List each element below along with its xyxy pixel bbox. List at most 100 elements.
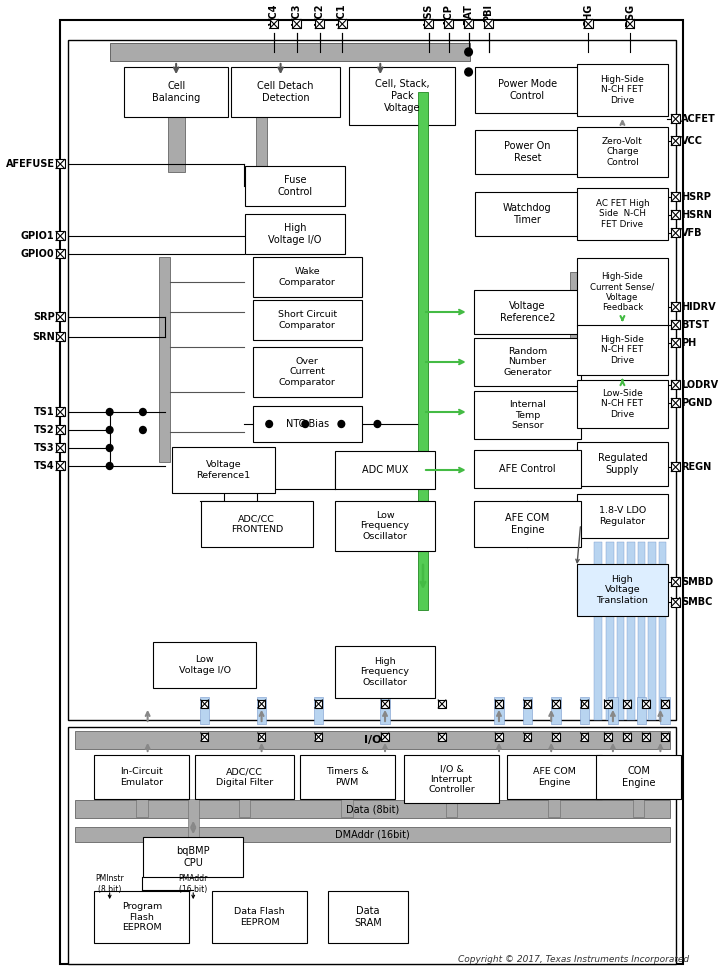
Bar — [404, 755, 499, 803]
Circle shape — [266, 421, 272, 428]
Bar — [659, 542, 666, 720]
Text: ADC/CC
Digital Filter: ADC/CC Digital Filter — [216, 767, 273, 786]
Bar — [258, 733, 266, 741]
Text: ACFET: ACFET — [681, 114, 716, 124]
Text: I/O &
Interrupt
Controller: I/O & Interrupt Controller — [428, 764, 475, 794]
Bar — [581, 700, 588, 708]
Bar — [464, 19, 473, 28]
Text: ACP: ACP — [444, 4, 454, 26]
Bar — [124, 67, 228, 117]
Bar — [577, 325, 668, 375]
Bar — [201, 501, 313, 547]
Bar — [474, 290, 581, 334]
Text: Data
SRAM: Data SRAM — [354, 906, 382, 928]
Circle shape — [465, 68, 472, 76]
Circle shape — [374, 421, 381, 428]
Text: AFE Control: AFE Control — [499, 464, 556, 474]
Text: HIDRV: HIDRV — [681, 302, 716, 312]
Bar — [438, 700, 446, 708]
Bar — [195, 755, 295, 799]
Text: Zero-Volt
Charge
Control: Zero-Volt Charge Control — [602, 137, 643, 167]
Bar — [245, 166, 345, 206]
Bar — [577, 494, 668, 538]
Bar — [584, 19, 592, 28]
Text: VC2: VC2 — [314, 4, 324, 25]
Text: TS4: TS4 — [34, 461, 54, 471]
Bar — [594, 542, 602, 720]
Bar — [292, 19, 301, 28]
Bar — [494, 697, 504, 724]
Bar — [495, 733, 502, 741]
Bar — [212, 891, 307, 943]
Bar — [523, 697, 532, 724]
Bar — [633, 799, 644, 817]
Bar — [661, 700, 669, 708]
Bar — [94, 755, 190, 799]
Text: HSRN: HSRN — [681, 210, 712, 220]
Bar — [671, 115, 680, 123]
Text: Wake
Comparator: Wake Comparator — [279, 267, 336, 287]
Text: VCC: VCC — [681, 136, 703, 146]
Text: High-Side
N-CH FET
Drive: High-Side N-CH FET Drive — [600, 75, 644, 105]
Bar — [258, 700, 266, 708]
Circle shape — [140, 408, 146, 415]
Text: NTC Bias: NTC Bias — [285, 419, 329, 429]
Text: DSG: DSG — [625, 4, 635, 27]
Bar — [580, 697, 589, 724]
Text: VFB: VFB — [681, 228, 703, 238]
Bar — [341, 799, 353, 817]
Bar — [315, 19, 324, 28]
Bar — [577, 188, 668, 240]
Bar — [418, 92, 428, 610]
Bar — [475, 67, 580, 113]
Text: Cell, Stack,
Pack
Voltage: Cell, Stack, Pack Voltage — [375, 80, 429, 113]
Text: Regulated
Supply: Regulated Supply — [597, 453, 647, 474]
Bar — [474, 391, 581, 439]
Text: DMAddr (16bit): DMAddr (16bit) — [335, 829, 410, 839]
Bar — [623, 700, 631, 708]
Circle shape — [338, 421, 345, 428]
Text: Copyright © 2017, Texas Instruments Incorporated: Copyright © 2017, Texas Instruments Inco… — [458, 955, 689, 964]
Bar — [68, 40, 675, 720]
Bar — [474, 338, 581, 386]
Bar — [605, 700, 612, 708]
Bar — [201, 700, 209, 708]
Bar — [335, 451, 435, 489]
Bar — [484, 19, 493, 28]
Bar — [201, 733, 209, 741]
Text: Voltage
Reference1: Voltage Reference1 — [196, 461, 251, 480]
Text: AFEFUSE: AFEFUSE — [6, 159, 54, 169]
Bar — [642, 700, 650, 708]
Text: SRP: SRP — [33, 312, 54, 322]
Bar — [56, 231, 64, 240]
Bar — [577, 64, 668, 116]
Text: High-Side
Current Sense/
Voltage
Feedback: High-Side Current Sense/ Voltage Feedbac… — [590, 272, 654, 312]
Bar — [245, 214, 345, 254]
Bar — [660, 697, 670, 724]
Bar — [551, 697, 560, 724]
Bar — [475, 192, 580, 236]
Bar — [136, 799, 148, 817]
Text: In-Circuit
Emulator: In-Circuit Emulator — [120, 767, 164, 786]
Bar — [153, 642, 256, 688]
Bar — [188, 799, 199, 837]
Bar — [605, 733, 612, 741]
Text: PH: PH — [681, 338, 696, 348]
Text: Data Flash
EEPROM: Data Flash EEPROM — [235, 907, 285, 926]
Bar — [56, 250, 64, 259]
Text: COM
Engine: COM Engine — [622, 766, 655, 787]
Text: Random
Number
Generator: Random Number Generator — [503, 347, 552, 377]
Bar — [548, 799, 560, 817]
Bar — [167, 117, 185, 172]
Bar — [577, 380, 668, 428]
Bar — [475, 130, 580, 174]
Bar — [671, 598, 680, 607]
Text: Voltage
Reference2: Voltage Reference2 — [500, 301, 555, 323]
Text: Over
Current
Comparator: Over Current Comparator — [279, 357, 336, 387]
Text: VC1: VC1 — [337, 4, 348, 25]
Bar — [671, 338, 680, 348]
Bar — [313, 697, 324, 724]
Bar — [474, 501, 581, 547]
Bar — [338, 19, 347, 28]
Bar — [253, 406, 362, 442]
